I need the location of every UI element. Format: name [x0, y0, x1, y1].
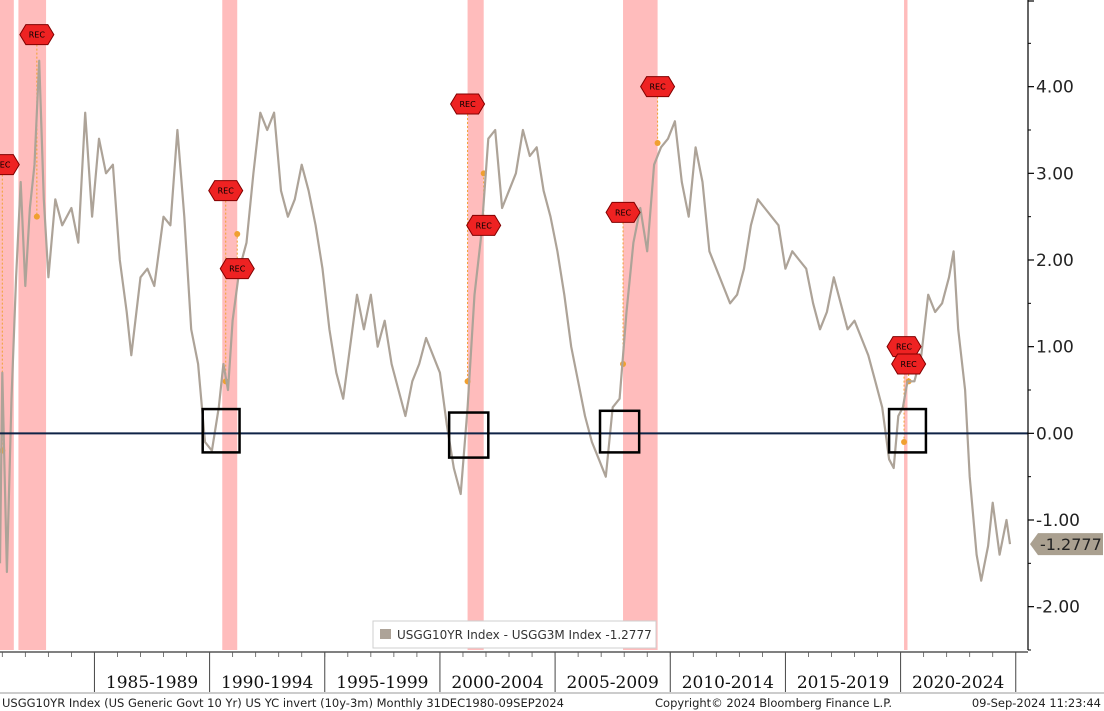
rec-badge [0, 154, 20, 176]
y-ticks: 4.00 3.00 2.00 1.00 0.00 -1.00 -2.00 [1028, 0, 1080, 651]
highlight-box [887, 407, 928, 454]
last-value-tag [1030, 533, 1103, 556]
x-period-label: 2000-2004 [451, 673, 543, 693]
recession-band [18, 0, 47, 650]
recession-band [467, 0, 484, 650]
x-period-label: 2010-2014 [682, 673, 774, 693]
legend-box [372, 620, 657, 649]
rec-badge [208, 180, 244, 202]
rec-badge [886, 336, 922, 358]
recession-band [222, 0, 238, 650]
footer-right: 09-Sep-2024 11:23:44 [972, 696, 1101, 710]
x-period-label: 1995-1999 [336, 673, 428, 693]
rec-label: REC [901, 360, 918, 369]
highlight-box [598, 409, 641, 454]
rec-dot [654, 140, 661, 146]
footer-left: USGG10YR Index (US Generic Govt 10 Yr) U… [2, 696, 564, 710]
rec-label: REC [0, 161, 11, 170]
y-tick-label: -1.00 [1036, 511, 1080, 531]
highlight-boxes [201, 407, 928, 459]
legend: USGG10YR Index - USGG3M Index -1.2777 [372, 620, 657, 649]
y-tick-label: 1.00 [1036, 338, 1074, 358]
x-ticks: 1985-1989 1990-1994 1995-1999 2000-2004 2005… [1, 652, 1017, 693]
rec-label: REC [218, 187, 235, 196]
legend-swatch [380, 629, 391, 639]
rec-label: REC [229, 265, 246, 274]
rec-label: REC [476, 221, 493, 230]
rec-badge [605, 201, 641, 223]
y-tick-label: 0.00 [1036, 424, 1074, 444]
rec-label: REC [896, 343, 913, 352]
highlight-box [201, 407, 241, 454]
y-tick-label: 2.00 [1036, 251, 1074, 271]
series-line [0, 59, 1012, 582]
legend-label: USGG10YR Index - USGG3M Index -1.2777 [397, 628, 652, 642]
rec-badge [466, 214, 502, 236]
rec-dot [234, 231, 241, 237]
series-group [0, 59, 1012, 582]
footer: USGG10YR Index (US Generic Govt 10 Yr) U… [0, 692, 1104, 710]
rec-badge [19, 24, 55, 46]
rec-dot [901, 439, 908, 445]
recession-bands [0, 0, 908, 650]
last-value-label: -1.2777 [1040, 535, 1102, 554]
rec-badge [640, 76, 676, 98]
y-tick-label: -2.00 [1036, 598, 1080, 618]
x-period-label: 1990-1994 [221, 673, 313, 693]
y-tick-label: 3.00 [1036, 164, 1074, 184]
rec-badge [891, 353, 927, 375]
rec-badge [219, 258, 255, 280]
rec-label: REC [649, 83, 666, 92]
recession-band [904, 0, 908, 650]
x-period-label: 2005-2009 [567, 673, 659, 693]
x-period-label: 2015-2019 [797, 673, 889, 693]
x-period-label: 2020-2024 [912, 673, 1004, 693]
rec-label: REC [29, 31, 46, 40]
rec-label: REC [459, 100, 476, 109]
x-period-label: 1985-1989 [106, 673, 198, 693]
highlight-box [447, 411, 490, 459]
last-value-badge: -1.2777 [1030, 533, 1103, 556]
rec-badge [449, 93, 486, 115]
rec-markers: REC REC REC REC REC REC REC REC REC REC [0, 24, 927, 375]
rec-dot [33, 213, 40, 220]
recession-band [623, 0, 658, 650]
rec-label: REC [615, 208, 632, 217]
y-tick-label: 4.00 [1036, 78, 1074, 98]
footer-center: Copyright© 2024 Bloomberg Finance L.P. [655, 696, 892, 710]
